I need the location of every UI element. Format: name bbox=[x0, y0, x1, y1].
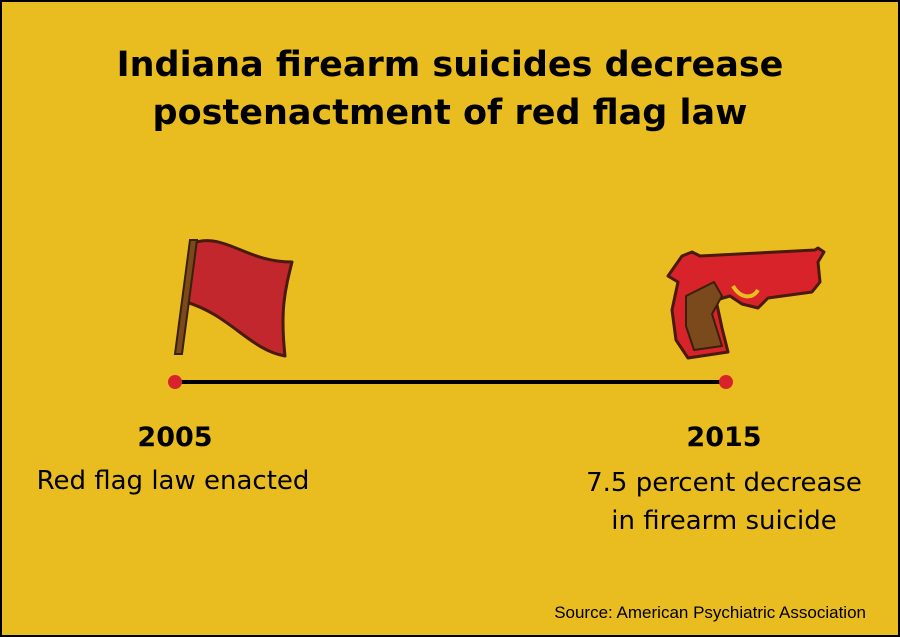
event-description: in firearm suicide bbox=[611, 506, 836, 536]
flag-icon bbox=[173, 239, 294, 358]
event-year: 2005 bbox=[137, 422, 212, 453]
timeline-dot bbox=[719, 375, 733, 389]
event-description: 7.5 percent decrease bbox=[586, 468, 862, 498]
pistol-icon bbox=[666, 246, 826, 360]
timeline-dot bbox=[168, 375, 182, 389]
source: Source: American Psychiatric Association bbox=[554, 603, 866, 622]
title-line: postenactment of red flag law bbox=[153, 93, 748, 133]
event-description: Red flag law enacted bbox=[37, 466, 310, 496]
title-line: Indiana firearm suicides decrease bbox=[117, 45, 784, 85]
event-year: 2015 bbox=[686, 422, 761, 453]
